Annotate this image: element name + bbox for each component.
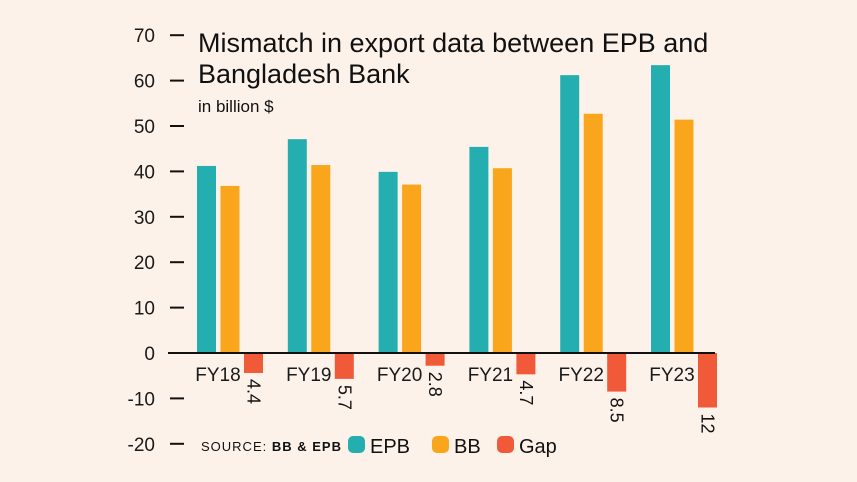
gap-value-label: 8.5: [607, 398, 627, 423]
legend-swatch-epb: [348, 436, 365, 453]
bar-gap-fy21: [516, 353, 536, 375]
x-tick-label: FY23: [649, 365, 694, 386]
y-axis: 70 60 50 40 30 20 10 0 -10 -20: [128, 26, 184, 456]
bar-bb-fy21: [492, 168, 512, 353]
x-tick-label: FY18: [195, 365, 240, 386]
bar-gap-fy18: [244, 353, 263, 373]
y-tick-label: 20: [134, 253, 155, 274]
y-tick-label: -10: [128, 389, 155, 410]
y-tick-label: 10: [134, 299, 155, 320]
bar-gap-fy22: [607, 353, 627, 392]
y-tick-label: 70: [134, 26, 155, 47]
title-line-1: Mismatch in export data between EPB and: [198, 28, 708, 58]
bar-bb-fy19: [311, 165, 331, 353]
bar-epb-fy21: [469, 146, 489, 353]
gap-value-label: 2.8: [425, 372, 445, 397]
bar-gap-fy20: [425, 353, 445, 366]
y-tick-label: -20: [128, 435, 155, 456]
legend-label-bb: BB: [454, 436, 481, 458]
source-value: BB & EPB: [272, 439, 342, 454]
bar-gap-fy19: [334, 353, 354, 379]
gap-value-label: 4.7: [516, 380, 536, 405]
x-axis-labels: FY18 FY19 FY20 FY21 FY22 FY23: [195, 365, 694, 386]
y-tick-label: 40: [134, 162, 155, 183]
y-tick-label: 60: [134, 72, 155, 93]
gap-value-label: 4.4: [244, 379, 264, 404]
bar-gap-fy23: [698, 353, 717, 408]
bar-bb-fy22: [583, 113, 603, 353]
gap-value-label: 12: [698, 413, 718, 433]
bar-epb-fy18: [197, 165, 216, 353]
source-text: SOURCE: BB & EPB: [201, 439, 342, 454]
subtitle: in billion $: [198, 97, 274, 116]
bar-epb-fy23: [651, 65, 670, 353]
chart-title: Mismatch in export data between EPB and …: [198, 28, 708, 116]
bars: 4.4 5.7 2.8 4.7 8.5 12: [197, 65, 718, 434]
y-tick-label: 0: [144, 344, 155, 365]
x-tick-label: FY22: [558, 365, 603, 386]
legend-label-gap: Gap: [519, 436, 557, 458]
title-line-2: Bangladesh Bank: [198, 59, 410, 89]
legend-swatch-gap: [497, 436, 514, 453]
bar-bb-fy18: [220, 185, 240, 353]
x-tick-label: FY21: [468, 365, 513, 386]
source-label: SOURCE:: [201, 439, 267, 454]
gap-value-label: 5.7: [334, 385, 354, 410]
bar-bb-fy23: [674, 119, 694, 353]
source: SOURCE: BB & EPB: [201, 439, 342, 454]
bar-epb-fy19: [287, 139, 307, 353]
legend: EPB BB Gap: [348, 436, 557, 458]
bar-epb-fy22: [560, 75, 580, 353]
x-tick-label: FY20: [377, 365, 422, 386]
bar-epb-fy20: [378, 171, 398, 353]
legend-label-epb: EPB: [370, 436, 410, 458]
legend-swatch-bb: [432, 436, 449, 453]
y-tick-label: 30: [134, 208, 155, 229]
y-tick-label: 50: [134, 117, 155, 138]
bar-bb-fy20: [402, 184, 422, 353]
x-tick-label: FY19: [286, 365, 331, 386]
